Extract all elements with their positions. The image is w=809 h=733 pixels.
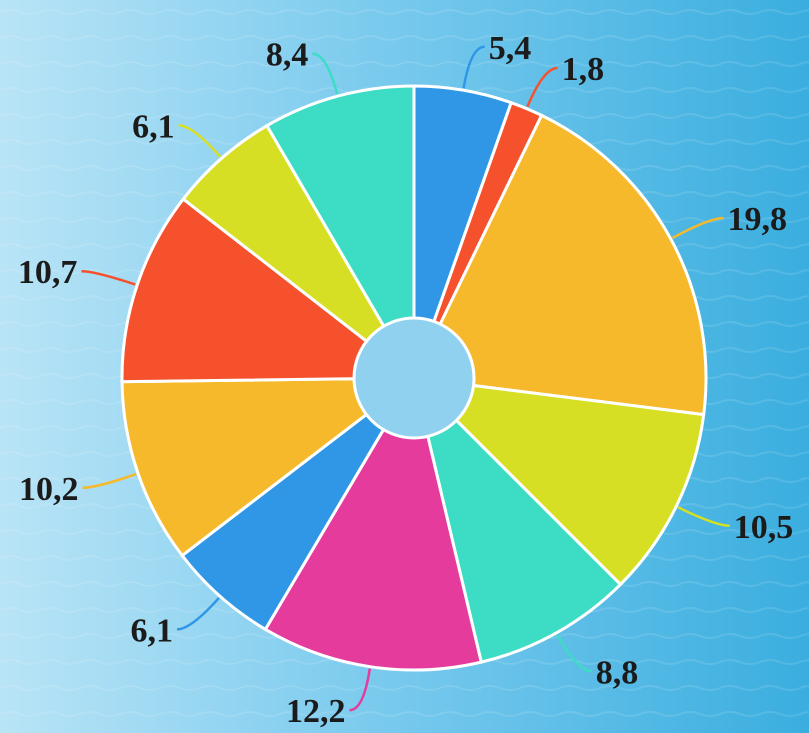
leader-line <box>526 66 558 108</box>
data-labels-group: 5,4 1,8 19,8 10,5 8,8 12,2 6,1 10,2 10,7 6,1 8,4 <box>18 30 793 730</box>
leader-line <box>671 216 724 240</box>
pie-slice[interactable] <box>120 197 416 384</box>
donut-hole <box>352 316 476 440</box>
background-wave-line <box>0 61 809 67</box>
leader-line <box>677 506 730 528</box>
pie-slice[interactable] <box>265 84 416 380</box>
data-label: 10,5 <box>734 509 794 546</box>
data-label: 10,7 <box>18 254 78 291</box>
background-wave-line <box>0 685 809 691</box>
data-label: 6,1 <box>132 108 175 145</box>
leader-line <box>81 269 136 286</box>
slices-group <box>120 84 708 672</box>
data-label: 5,4 <box>489 30 532 67</box>
pie-slice[interactable] <box>263 376 483 672</box>
pie-slice[interactable] <box>412 113 708 417</box>
data-label: 19,8 <box>728 201 788 238</box>
leader-line <box>556 634 592 673</box>
background-wave-line <box>0 35 809 41</box>
leader-line <box>462 45 485 89</box>
data-label: 8,4 <box>266 37 309 74</box>
data-label: 10,2 <box>19 471 79 508</box>
leader-lines-group <box>81 45 730 712</box>
data-label: 6,1 <box>131 612 174 649</box>
leader-line <box>178 124 222 158</box>
data-label: 1,8 <box>562 51 605 88</box>
pie-slice[interactable] <box>120 376 416 558</box>
leader-line <box>349 668 372 712</box>
leader-line <box>176 597 220 631</box>
leader-line <box>312 52 339 95</box>
pie-slice[interactable] <box>412 376 706 586</box>
data-label: 12,2 <box>286 693 346 730</box>
data-label: 8,8 <box>596 654 639 691</box>
background-wave-line <box>0 711 809 717</box>
leader-line <box>82 472 137 490</box>
background-wave-line <box>0 9 809 15</box>
